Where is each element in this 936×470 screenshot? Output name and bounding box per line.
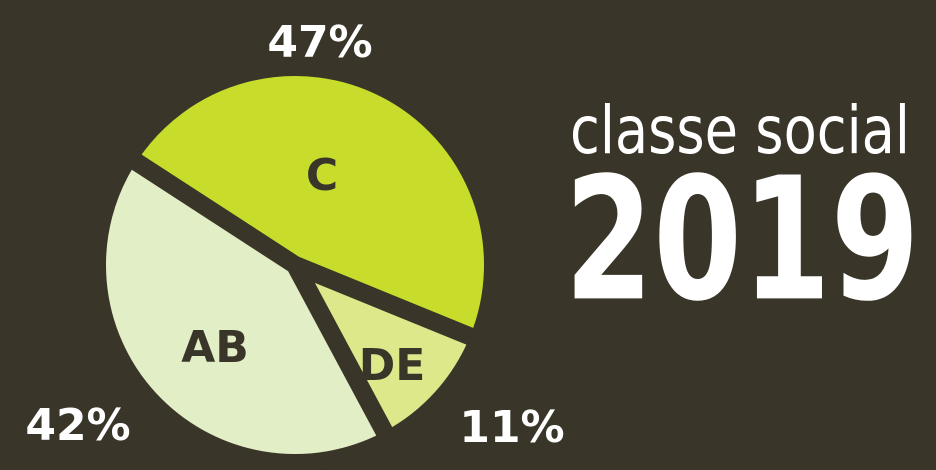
pie-slice bbox=[119, 58, 502, 349]
chart-subtitle: 2019 bbox=[565, 141, 920, 339]
value-label: 47% bbox=[267, 17, 372, 68]
slice-label: C bbox=[306, 150, 338, 201]
slice-label: AB bbox=[181, 322, 249, 373]
value-label: 42% bbox=[25, 400, 130, 451]
chart-title: classe social bbox=[570, 92, 910, 169]
value-label: 11% bbox=[459, 402, 564, 453]
slice-label: DE bbox=[359, 340, 426, 391]
pie-slice bbox=[88, 148, 398, 470]
